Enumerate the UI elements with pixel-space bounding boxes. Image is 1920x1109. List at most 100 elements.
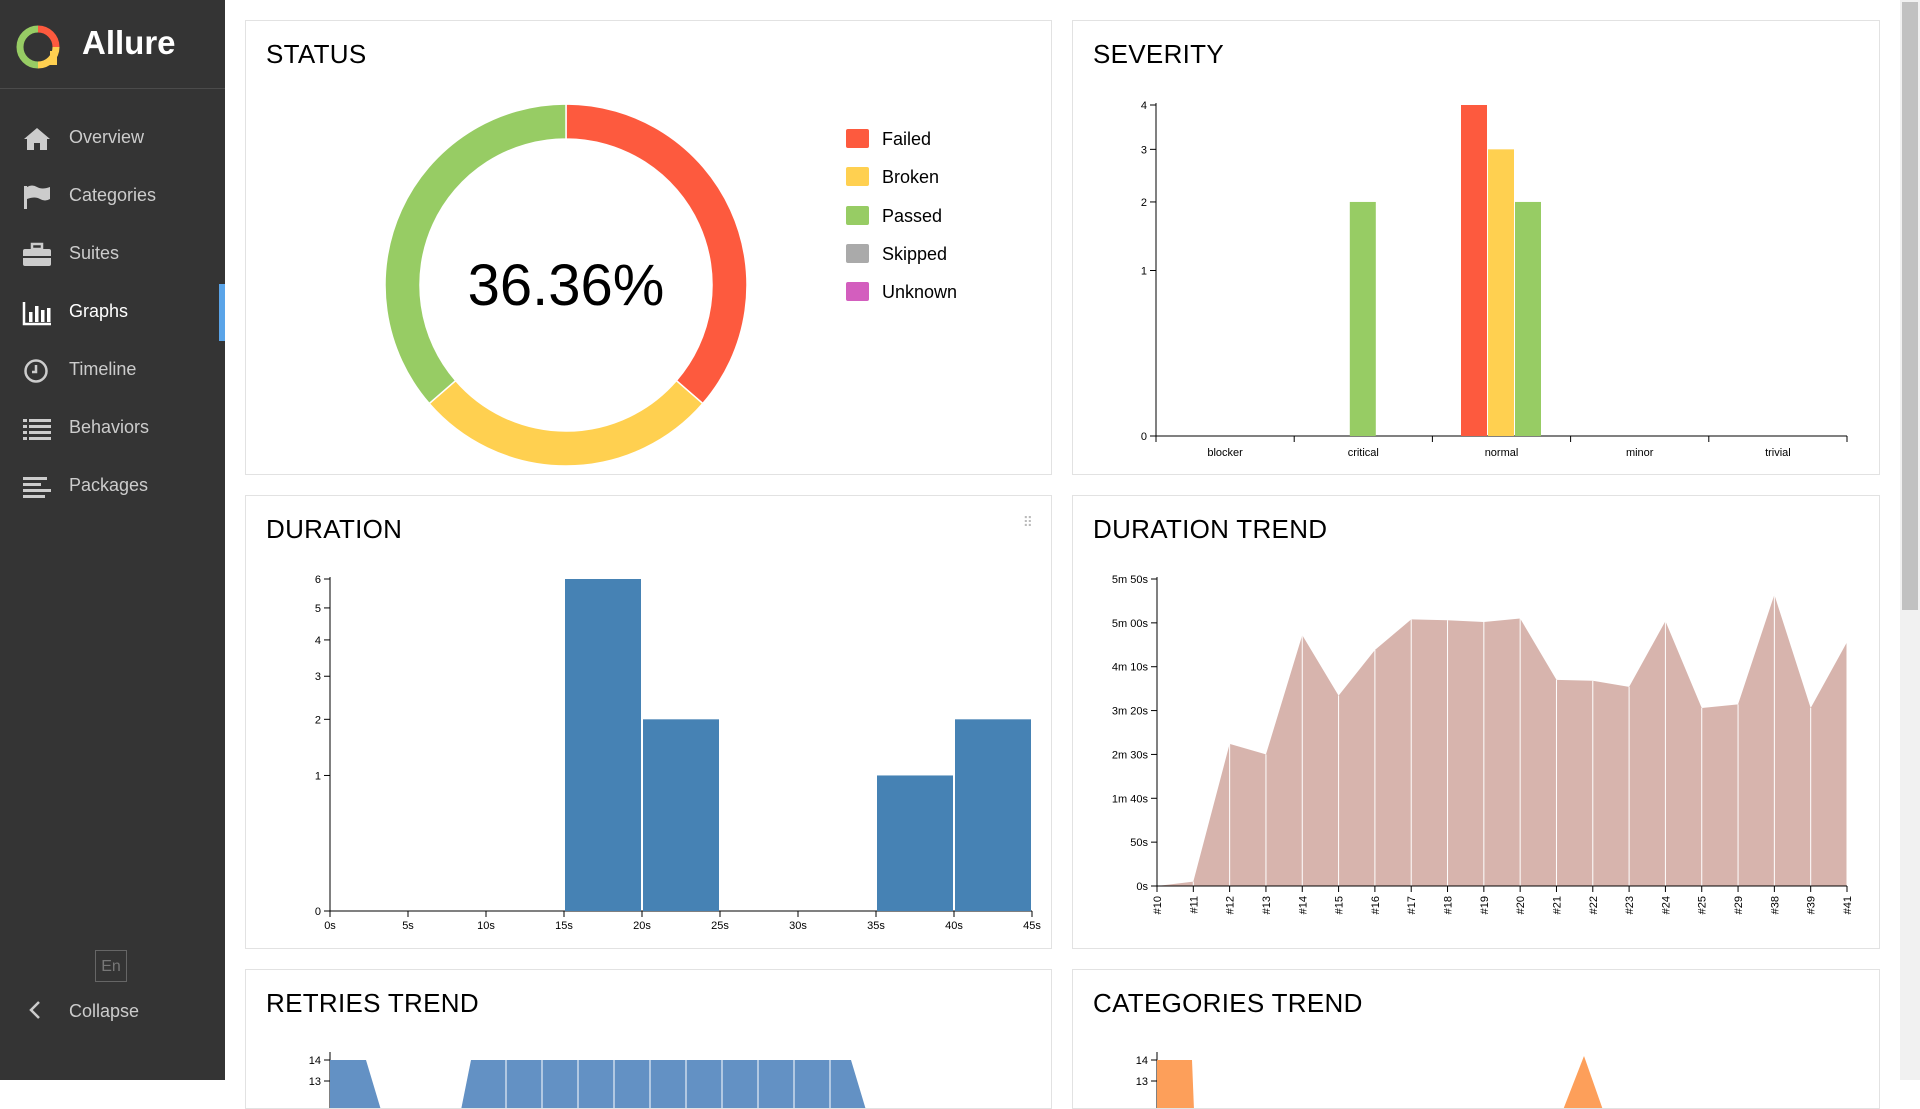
drag-handle-icon[interactable]: ⠿ (1022, 514, 1033, 530)
briefcase-icon (23, 242, 51, 266)
sidebar-item-behaviors[interactable]: Behaviors (0, 400, 225, 457)
y-tick-label: 1 (1141, 266, 1147, 278)
y-tick-label: 4 (315, 635, 321, 647)
sidebar-item-timeline[interactable]: Timeline (0, 342, 225, 399)
retries-trend-widget: RETRIES TREND 13 14 (245, 969, 1052, 1109)
y-tick-label: 0 (1141, 431, 1147, 443)
collapse-button[interactable]: Collapse (0, 990, 225, 1030)
x-tick-label: #19 (1479, 896, 1491, 914)
pie-slice-passed (384, 103, 567, 405)
status-percentage: 36.36% (468, 253, 665, 318)
legend-label: Failed (882, 129, 932, 149)
histogram-bar (955, 719, 1031, 911)
x-tick-label: #20 (1515, 896, 1527, 914)
x-tick-label: 15s (555, 920, 573, 932)
x-tick-label: #24 (1660, 896, 1672, 914)
scrollbar-thumb[interactable] (1902, 2, 1918, 610)
sidebar-item-categories[interactable]: Categories (0, 168, 225, 225)
x-tick-label: 30s (789, 920, 807, 932)
y-tick-label: 1m 40s (1112, 793, 1149, 805)
x-tick-label: #23 (1624, 896, 1636, 914)
legend-label: Skipped (882, 244, 948, 264)
y-tick-label: 5m 00s (1112, 618, 1149, 630)
main-content: STATUS 36.36% Failed Broken Passed Skipp… (225, 0, 1900, 1109)
widget-title: SEVERITY (1093, 39, 1224, 69)
x-tick-label: minor (1626, 447, 1654, 459)
x-tick-label: #21 (1551, 896, 1563, 914)
duration-trend-widget: DURATION TREND 0s 50s 1m 40s 2m 30s 3m 20s 4m… (1072, 495, 1880, 949)
sidebar-item-suites[interactable]: Suites (0, 226, 225, 283)
categories-trend-widget: CATEGORIES TREND 13 14 (1072, 969, 1880, 1109)
x-tick-label: 25s (711, 920, 729, 932)
y-tick-label: 14 (309, 1055, 321, 1067)
status-chart: 36.36% (384, 103, 748, 467)
y-tick-label: 6 (315, 574, 321, 586)
y-tick-label: 2 (1141, 197, 1147, 209)
x-tick-label: critical (1348, 447, 1379, 459)
y-tick-label: 13 (1136, 1076, 1148, 1088)
x-tick-label: 20s (633, 920, 651, 932)
x-tick-label: 35s (867, 920, 885, 932)
status-widget: STATUS 36.36% Failed Broken Passed Skipp… (245, 20, 1052, 475)
x-tick-label: normal (1485, 447, 1519, 459)
trend-area (1157, 594, 1847, 886)
x-tick-label: #10 (1152, 896, 1164, 914)
x-tick-label: #18 (1443, 896, 1455, 914)
y-tick-label: 2 (315, 714, 321, 726)
trend-area (461, 1060, 866, 1108)
y-tick-label: 3 (1141, 144, 1147, 156)
sidebar-item-label: Overview (69, 127, 145, 147)
y-tick-label: 14 (1136, 1055, 1148, 1067)
histogram-bar (565, 579, 641, 911)
y-tick-label: 5m 50s (1112, 574, 1149, 586)
broken-swatch (846, 167, 869, 186)
duration-trend-chart: 0s 50s 1m 40s 2m 30s 3m 20s 4m 10s 5m 00s 5m 50… (1112, 574, 1854, 914)
y-tick-label: 4 (1141, 100, 1147, 112)
widget-title: STATUS (266, 39, 367, 69)
sidebar-item-packages[interactable]: Packages (0, 458, 225, 515)
y-tick-label: 13 (309, 1076, 321, 1088)
x-tick-label: #14 (1297, 896, 1309, 914)
y-tick-label: 1 (315, 770, 321, 782)
sidebar-item-label: Categories (69, 185, 157, 205)
histogram-bar (643, 719, 719, 911)
x-tick-label: #17 (1406, 896, 1418, 914)
trend-area (1563, 1056, 1603, 1108)
allure-logo-icon (16, 25, 60, 69)
sidebar-item-label: Packages (69, 475, 149, 495)
unknown-swatch (846, 282, 869, 301)
x-tick-label: #15 (1334, 896, 1346, 914)
bar-normal-failed (1461, 105, 1487, 436)
skipped-swatch (846, 244, 869, 263)
language-button[interactable]: En (95, 950, 127, 982)
y-tick-label: 0s (1136, 881, 1148, 893)
sidebar-item-label: Suites (69, 243, 120, 263)
retries-trend-chart: 13 14 (309, 1052, 866, 1108)
y-tick-label: 4m 10s (1112, 662, 1149, 674)
histogram-bar (877, 775, 953, 911)
sidebar-item-label: Behaviors (69, 417, 150, 437)
x-tick-label: #41 (1842, 896, 1854, 914)
list-icon (23, 419, 51, 440)
sidebar-item-graphs[interactable]: Graphs (0, 284, 225, 341)
y-tick-label: 3m 20s (1112, 706, 1149, 718)
passed-swatch (846, 206, 869, 225)
page-scrollbar[interactable] (1900, 0, 1920, 1080)
x-tick-label: 45s (1023, 920, 1041, 932)
x-tick-label: #13 (1261, 896, 1273, 914)
severity-widget: SEVERITY 0 1 2 3 4 blocker critical normal minor… (1072, 20, 1880, 475)
app-logo[interactable]: Allure (0, 0, 225, 89)
sidebar-item-label: Timeline (69, 359, 137, 379)
pie-slice-broken (428, 379, 704, 467)
bar-chart-icon (22, 302, 51, 326)
trend-area (330, 1060, 381, 1108)
y-tick-label: 5 (315, 603, 321, 615)
x-tick-label: #22 (1588, 896, 1600, 914)
x-tick-label: 0s (324, 920, 336, 932)
duration-chart: 0 1 2 3 4 5 6 0s 5s 10s 15s 20s 25s 30s 35s 40s 45s (315, 574, 1041, 932)
legend-label: Unknown (882, 282, 958, 302)
x-tick-label: blocker (1207, 447, 1243, 459)
x-tick-label: trivial (1765, 447, 1791, 459)
sidebar-item-overview[interactable]: Overview (0, 110, 225, 167)
legend-label: Broken (882, 167, 940, 187)
